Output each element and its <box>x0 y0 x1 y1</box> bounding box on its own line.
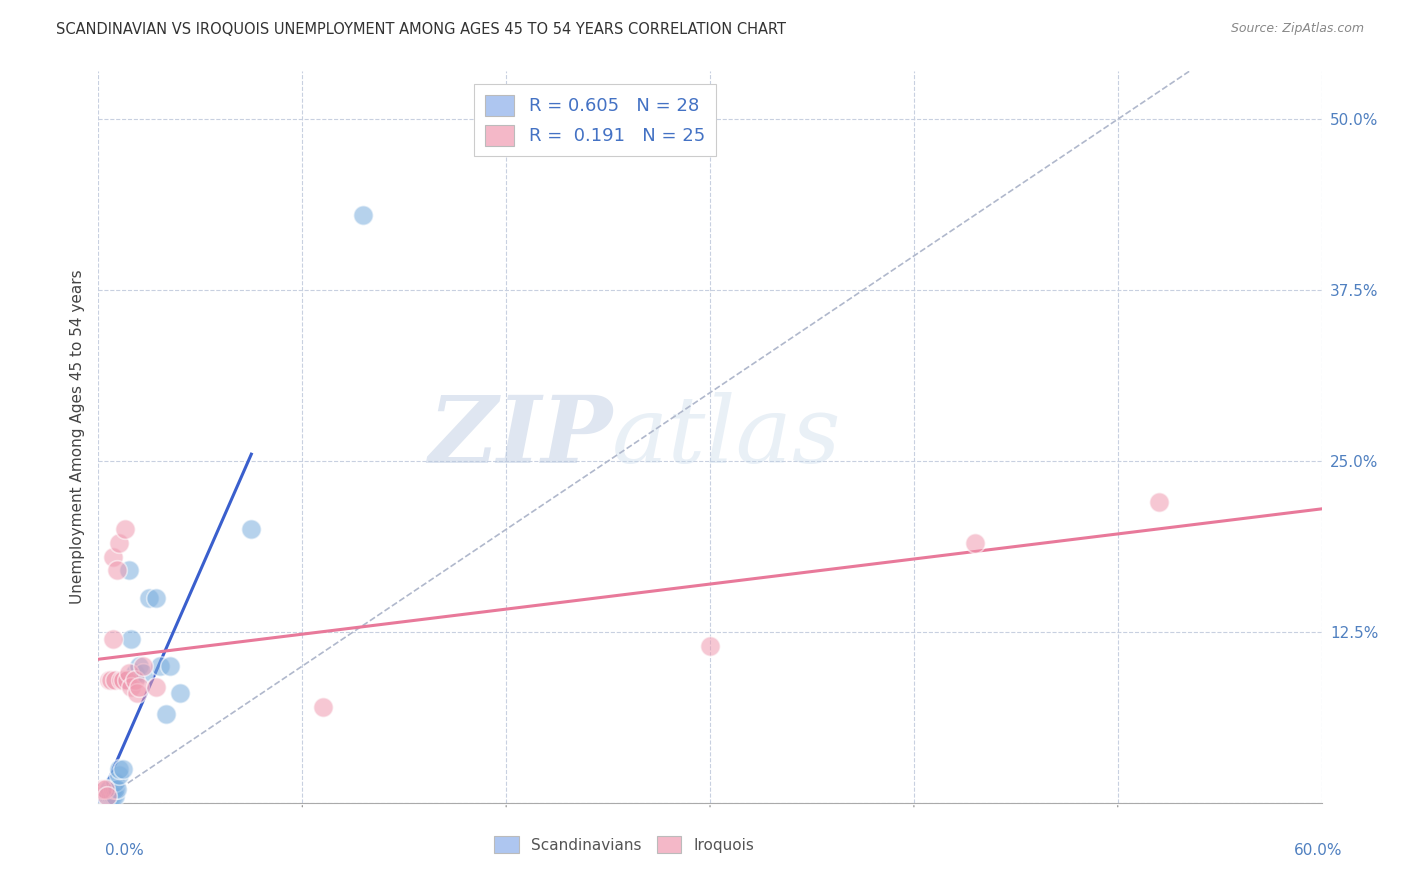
Point <box>105 782 128 797</box>
Point <box>108 762 131 776</box>
Point <box>145 591 167 605</box>
Point <box>159 659 181 673</box>
Point <box>240 522 263 536</box>
Point <box>155 706 177 721</box>
Point <box>118 665 141 680</box>
Point <box>108 768 131 782</box>
Point <box>352 208 374 222</box>
Text: 0.0%: 0.0% <box>105 843 145 858</box>
Point <box>96 789 118 803</box>
Point <box>120 632 142 646</box>
Point <box>169 686 191 700</box>
Point <box>132 659 155 673</box>
Point <box>138 591 160 605</box>
Point <box>96 789 118 803</box>
Point <box>93 789 115 803</box>
Point <box>114 673 136 687</box>
Point <box>104 789 127 803</box>
Point <box>101 549 124 564</box>
Point <box>111 762 134 776</box>
Point <box>120 680 142 694</box>
Text: atlas: atlas <box>612 392 842 482</box>
Point <box>104 673 127 687</box>
Point <box>100 789 122 803</box>
Point <box>111 673 134 687</box>
Point <box>97 673 120 687</box>
Point <box>128 659 150 673</box>
Point <box>104 775 127 789</box>
Legend: Scandinavians, Iroquois: Scandinavians, Iroquois <box>486 828 762 861</box>
Point <box>124 673 146 687</box>
Point <box>101 782 124 797</box>
Point <box>108 536 131 550</box>
Point <box>110 673 132 687</box>
Point <box>145 680 167 694</box>
Point <box>1147 495 1170 509</box>
Point <box>312 700 335 714</box>
Text: ZIP: ZIP <box>427 392 612 482</box>
Point <box>114 522 136 536</box>
Point <box>124 665 146 680</box>
Point <box>97 789 120 803</box>
Text: Source: ZipAtlas.com: Source: ZipAtlas.com <box>1230 22 1364 36</box>
Point <box>97 782 120 797</box>
Point <box>127 686 149 700</box>
Point <box>965 536 987 550</box>
Y-axis label: Unemployment Among Ages 45 to 54 years: Unemployment Among Ages 45 to 54 years <box>69 269 84 605</box>
Point <box>149 659 172 673</box>
Point <box>118 563 141 577</box>
Point <box>699 639 721 653</box>
Point <box>91 782 114 797</box>
Point <box>101 789 124 803</box>
Point <box>93 782 115 797</box>
Point <box>101 632 124 646</box>
Point <box>105 563 128 577</box>
Text: SCANDINAVIAN VS IROQUOIS UNEMPLOYMENT AMONG AGES 45 TO 54 YEARS CORRELATION CHAR: SCANDINAVIAN VS IROQUOIS UNEMPLOYMENT AM… <box>56 22 786 37</box>
Point <box>100 673 122 687</box>
Point <box>132 665 155 680</box>
Point <box>115 673 138 687</box>
Text: 60.0%: 60.0% <box>1295 843 1343 858</box>
Point <box>128 680 150 694</box>
Point <box>104 782 127 797</box>
